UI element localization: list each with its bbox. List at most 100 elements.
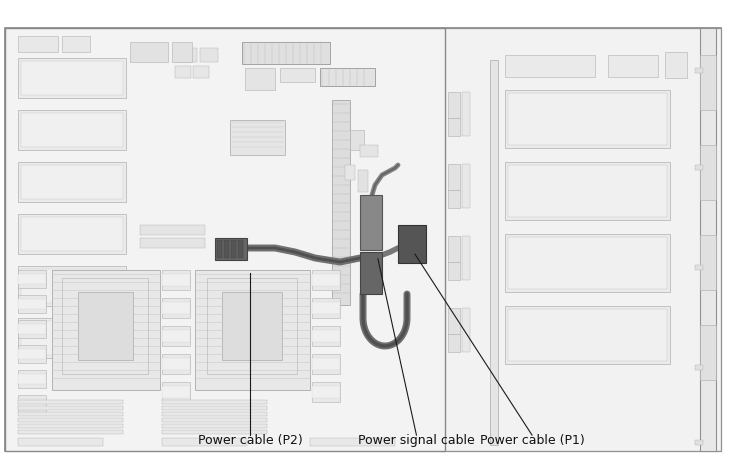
Bar: [162, 424, 267, 428]
Bar: [21, 269, 123, 303]
Bar: [162, 406, 267, 410]
Bar: [462, 236, 470, 280]
Bar: [52, 270, 160, 390]
Bar: [320, 68, 375, 86]
Bar: [312, 330, 340, 342]
Bar: [462, 308, 470, 352]
Bar: [312, 326, 340, 346]
Bar: [18, 324, 46, 334]
Bar: [18, 162, 126, 202]
Bar: [18, 400, 123, 404]
Bar: [18, 374, 46, 384]
Bar: [312, 358, 340, 370]
Bar: [448, 308, 460, 334]
Bar: [175, 48, 197, 62]
Bar: [162, 270, 190, 290]
Bar: [312, 386, 340, 398]
Bar: [231, 240, 236, 258]
Bar: [312, 302, 340, 314]
Bar: [700, 28, 716, 451]
Bar: [242, 42, 330, 64]
Bar: [280, 68, 315, 82]
Bar: [18, 424, 123, 428]
Bar: [21, 61, 123, 95]
Bar: [18, 349, 46, 359]
Bar: [18, 395, 46, 413]
Bar: [508, 237, 667, 289]
Bar: [505, 55, 595, 77]
Bar: [700, 325, 716, 380]
Bar: [162, 430, 267, 434]
Bar: [18, 274, 46, 284]
Bar: [358, 170, 368, 192]
Text: Power cable (P1): Power cable (P1): [479, 434, 585, 447]
Bar: [695, 440, 703, 445]
Bar: [665, 52, 687, 78]
Bar: [462, 92, 470, 136]
Bar: [18, 438, 103, 446]
Bar: [62, 36, 90, 52]
Bar: [700, 235, 716, 290]
Bar: [195, 270, 310, 390]
Bar: [448, 164, 460, 190]
Bar: [312, 354, 340, 374]
Bar: [162, 326, 190, 346]
Bar: [700, 145, 716, 200]
Bar: [508, 309, 667, 361]
Bar: [215, 238, 247, 260]
Bar: [505, 162, 670, 220]
Bar: [162, 358, 190, 370]
Bar: [238, 240, 243, 258]
Bar: [224, 240, 229, 258]
Bar: [360, 252, 382, 294]
Bar: [21, 217, 123, 251]
Bar: [312, 270, 340, 290]
Bar: [18, 110, 126, 150]
Bar: [448, 334, 460, 352]
Bar: [62, 278, 148, 374]
Bar: [700, 55, 716, 110]
Bar: [162, 354, 190, 374]
Bar: [360, 195, 382, 250]
Bar: [350, 130, 364, 150]
Bar: [360, 145, 378, 157]
Bar: [18, 412, 123, 416]
Bar: [162, 274, 190, 286]
Bar: [695, 265, 703, 270]
Bar: [608, 55, 658, 77]
Bar: [207, 278, 297, 374]
Bar: [18, 299, 46, 309]
Bar: [18, 214, 126, 254]
Bar: [332, 100, 350, 305]
Bar: [18, 370, 46, 388]
Bar: [18, 318, 126, 358]
Bar: [695, 365, 703, 370]
Bar: [5, 28, 445, 451]
Bar: [18, 430, 123, 434]
Bar: [140, 225, 205, 235]
Bar: [505, 90, 670, 148]
Bar: [193, 66, 209, 78]
Bar: [18, 58, 126, 98]
Bar: [490, 60, 498, 445]
Bar: [172, 42, 192, 62]
Bar: [162, 382, 190, 402]
Bar: [162, 386, 190, 398]
Bar: [130, 42, 168, 62]
Bar: [18, 295, 46, 313]
Text: Power cable (P2): Power cable (P2): [198, 434, 303, 447]
Bar: [345, 165, 355, 180]
Bar: [162, 330, 190, 342]
Bar: [18, 320, 46, 338]
Bar: [695, 68, 703, 73]
Bar: [440, 28, 721, 451]
Bar: [162, 418, 267, 422]
Bar: [162, 302, 190, 314]
Bar: [18, 36, 58, 52]
Bar: [175, 66, 191, 78]
Bar: [162, 438, 247, 446]
Bar: [18, 345, 46, 363]
Bar: [162, 400, 267, 404]
Bar: [312, 382, 340, 402]
Bar: [398, 225, 426, 263]
